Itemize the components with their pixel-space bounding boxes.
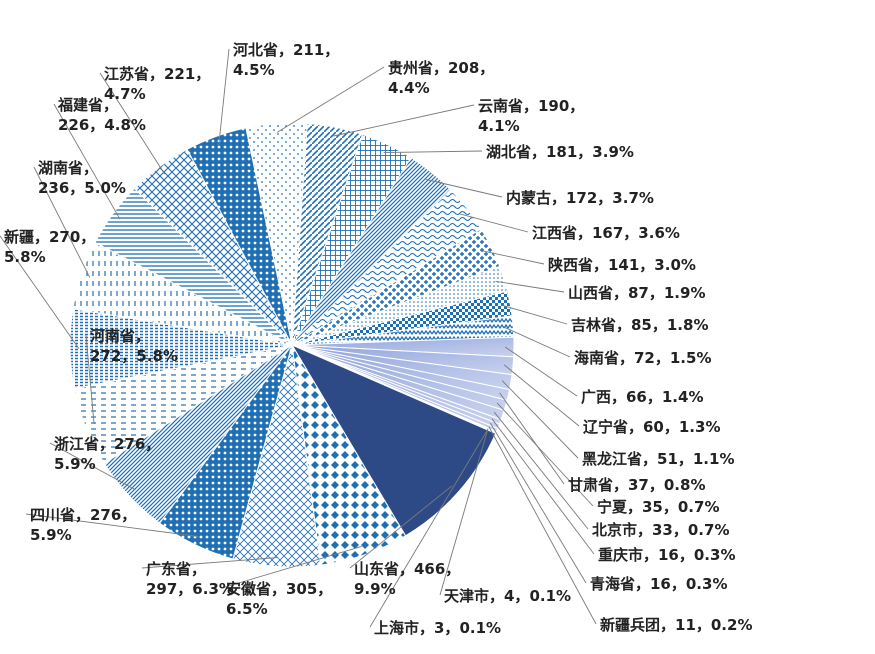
- slices-layer: [69, 122, 515, 568]
- leader-line: [459, 213, 529, 233]
- leader-line: [501, 304, 568, 325]
- data-label: 贵州省，208， 4.4%: [388, 59, 494, 97]
- data-label: 海南省，72，1.5%: [574, 349, 711, 367]
- data-label: 江苏省，221， 4.7%: [104, 65, 210, 103]
- data-label: 湖北省，181，3.9%: [486, 143, 634, 161]
- leader-line: [33, 166, 91, 278]
- data-label: 河北省，211， 4.5%: [233, 41, 339, 79]
- data-label: 山西省，87，1.9%: [568, 284, 705, 302]
- data-label: 浙江省，276， 5.9%: [54, 435, 160, 473]
- data-label: 重庆市，16，0.3%: [598, 546, 735, 564]
- data-label: 黑龙江省，51，1.1%: [582, 450, 734, 468]
- leader-line: [488, 426, 597, 625]
- data-label: 辽宁省，60，1.3%: [583, 418, 720, 436]
- data-label: 广西，66，1.4%: [581, 388, 703, 406]
- data-label: 江西省，167，3.6%: [532, 224, 680, 242]
- leader-line: [383, 150, 483, 154]
- leader-line: [491, 418, 595, 555]
- data-label: 福建省， 226，4.8%: [57, 96, 146, 134]
- leader-line: [496, 402, 594, 507]
- data-labels: 贵州省，208， 4.4%云南省，190， 4.1% 湖北省，181，3.9% 内蒙古，…: [4, 41, 752, 637]
- leader-line: [493, 411, 589, 530]
- leader-line: [218, 48, 230, 145]
- leader-line: [489, 422, 587, 584]
- leader-line: [85, 334, 95, 425]
- data-label: 四川省，276， 5.9%: [30, 506, 136, 544]
- leader-line: [503, 364, 580, 427]
- leader-line: [349, 485, 453, 569]
- leader-line: [141, 557, 278, 569]
- leader-lines: [0, 48, 597, 628]
- leader-line: [501, 380, 579, 459]
- leader-line: [426, 179, 503, 198]
- data-label: 北京市，33，0.7%: [592, 521, 729, 539]
- data-label: 山东省，466， 9.9%: [354, 560, 460, 598]
- leader-line: [439, 428, 489, 596]
- data-label: 青海省，16，0.3%: [590, 575, 727, 593]
- leader-line: [333, 104, 475, 137]
- data-label: 吉林省，85，1.8%: [571, 316, 708, 334]
- data-label: 湖南省， 236，5.0%: [38, 159, 126, 197]
- leader-line: [504, 346, 578, 397]
- leader-line: [276, 66, 385, 133]
- leader-line: [25, 513, 199, 537]
- data-label: 新疆，270， 5.8%: [4, 228, 95, 266]
- leader-line: [99, 72, 166, 175]
- leader-line: [483, 250, 545, 265]
- slice-21: [290, 343, 497, 537]
- data-label: 甘肃省，37，0.8%: [568, 476, 705, 494]
- leader-line: [0, 235, 80, 349]
- slice-31: [186, 127, 293, 346]
- leader-line: [504, 326, 571, 358]
- data-label: 安徽省，305， 6.5%: [226, 580, 332, 618]
- data-label: 上海市，3，0.1%: [374, 619, 501, 637]
- data-label: 广东省， 297，6.3%: [146, 560, 234, 598]
- data-label: 内蒙古，172，3.7%: [506, 189, 654, 207]
- leader-line: [495, 280, 565, 293]
- data-label: 河南省， 272，5.8%: [90, 327, 178, 365]
- leader-line: [53, 103, 121, 220]
- leader-line: [49, 442, 136, 491]
- leader-line: [221, 545, 362, 589]
- leader-line: [369, 429, 489, 628]
- data-label: 天津市，4，0.1%: [444, 587, 571, 605]
- data-label: 云南省，190， 4.1%: [478, 97, 584, 135]
- data-label: 陕西省，141，3.0%: [548, 256, 696, 274]
- leader-line: [499, 392, 565, 485]
- data-label: 新疆兵团，11，0.2%: [600, 616, 752, 634]
- data-label: 宁夏，35，0.7%: [597, 498, 719, 516]
